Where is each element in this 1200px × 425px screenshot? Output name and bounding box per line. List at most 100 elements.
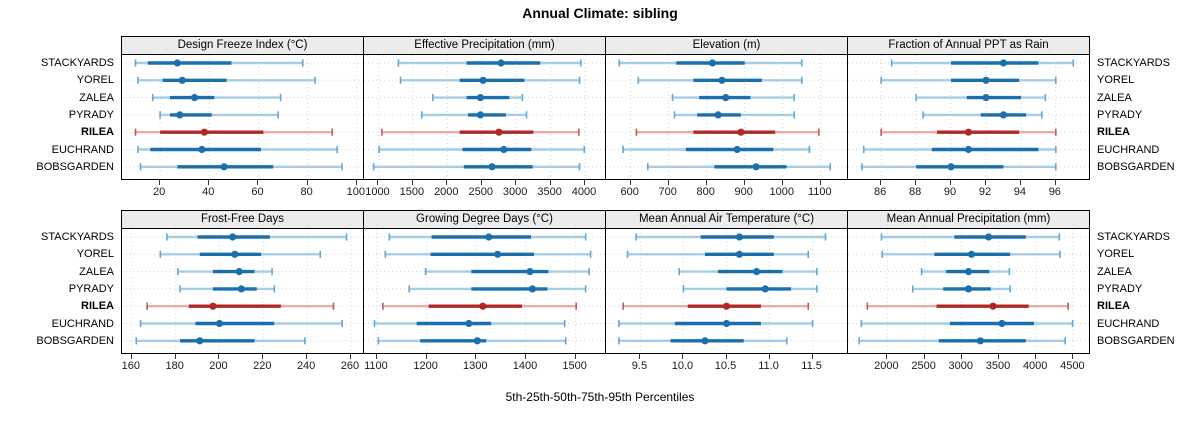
percentile-row-yorel [637, 76, 803, 84]
tick-mark [159, 180, 161, 185]
tick-mark [629, 180, 631, 185]
tick-label: 40 [202, 186, 215, 198]
median-dot [722, 94, 730, 102]
percentile-row-euchrand [139, 319, 343, 328]
percentile-row-pyrady [179, 285, 276, 293]
median-dot [964, 268, 973, 276]
median-dot [209, 302, 217, 310]
tick-label: 4000 [571, 186, 597, 198]
median-dot [735, 250, 744, 258]
median-dot [476, 94, 484, 102]
percentile-row-pyrady [911, 285, 1011, 293]
panel-fraction-ppt-as-rain: Fraction of Annual PPT as Rain 86 88 90 92 9… [847, 36, 1090, 199]
tick-label: 9.5 [631, 360, 648, 372]
percentile-row-stackyards [618, 59, 803, 67]
percentile-row-euchrand [378, 145, 586, 154]
median-dot [473, 337, 481, 345]
panel-plot [363, 229, 606, 354]
tick-mark [208, 180, 210, 185]
tick-label: 86 [874, 186, 887, 198]
tick-mark [950, 180, 952, 185]
tick-label: 1300 [463, 360, 488, 372]
tick-label: 88 [908, 186, 922, 198]
axis-tick-labels: 160 180 200 220 240 260 [121, 359, 364, 373]
percentile-row-yorel [880, 76, 1057, 84]
median-dot [761, 285, 769, 293]
percentile-row-zalea [678, 268, 818, 276]
percentile-row-stackyards [635, 233, 827, 241]
tick-label: 11.0 [758, 360, 779, 372]
median-dot [967, 250, 976, 258]
tick-mark [549, 180, 551, 185]
tick-label: 800 [696, 186, 715, 198]
tick-label: 2500 [911, 360, 936, 372]
percentile-row-zalea [920, 268, 1011, 276]
panel-canvas [122, 229, 363, 352]
median-dot [733, 145, 741, 154]
tick-mark [257, 180, 259, 185]
median-dot [235, 268, 243, 276]
tick-mark [743, 180, 745, 185]
panel-header: Design Freeze Index (°C) [121, 36, 364, 55]
median-dot [190, 94, 199, 102]
median-dot [485, 233, 493, 241]
axis-tick-labels: 20 40 60 80 100 [121, 185, 365, 199]
tick-label: 90 [943, 186, 957, 198]
tick-mark [475, 354, 477, 359]
tick-label: 2000 [434, 186, 459, 198]
panel-header: Effective Precipitation (mm) [363, 36, 606, 55]
chart-title: Annual Climate: sibling [522, 5, 678, 21]
panel-design-freeze-index: Design Freeze Index (°C) 20 40 60 80 100 [121, 36, 365, 199]
axis-tick-labels: 600 700 800 900 1000 1100 [605, 185, 848, 199]
median-dot [947, 163, 955, 171]
tick-label: 96 [1048, 186, 1061, 198]
percentile-row-stackyards [397, 59, 582, 67]
tick-mark [923, 354, 925, 359]
tick-mark [584, 180, 586, 185]
panel-canvas [364, 229, 605, 352]
panel-plot [605, 229, 848, 354]
tick-mark [960, 354, 962, 359]
tick-mark [218, 354, 220, 359]
percentile-row-pyrady [408, 285, 587, 293]
percentile-row-zalea [151, 94, 282, 102]
tick-mark [1019, 180, 1021, 185]
percentile-row-yorel [384, 250, 592, 258]
percentile-row-pyrady [159, 111, 279, 119]
median-dot [982, 76, 990, 84]
percentile-row-yorel [159, 250, 322, 258]
median-dot [718, 76, 726, 84]
tick-mark [705, 180, 707, 185]
tick-label: 3500 [985, 360, 1011, 372]
axis-tick-marks [847, 354, 1090, 359]
tick-mark [411, 180, 413, 185]
tick-label: 94 [1013, 186, 1027, 198]
axis-tick-labels: 2000 2500 3000 3500 4000 4500 [847, 359, 1090, 373]
tick-label: 1500 [562, 360, 587, 372]
site-label-pyrady: PYRADY [1097, 282, 1143, 295]
median-dot [964, 285, 973, 293]
tick-mark [446, 180, 448, 185]
axis-tick-marks [121, 354, 364, 359]
percentile-row-yorel [626, 250, 810, 258]
tick-label: 220 [253, 360, 272, 372]
site-label-bobsgarden: BOBSGARDEN [36, 160, 114, 173]
tick-mark [819, 180, 821, 185]
tick-mark [984, 180, 986, 185]
tick-label: 1100 [364, 360, 388, 372]
median-dot [198, 145, 206, 154]
percentile-row-zalea [915, 94, 1047, 102]
tick-label: 700 [658, 186, 677, 198]
tick-label: 3500 [537, 186, 562, 198]
median-dot [999, 111, 1008, 119]
percentile-row-zalea [432, 94, 524, 102]
tick-label: 20 [152, 186, 166, 198]
tick-mark [811, 354, 813, 359]
percentile-row-rilea [622, 302, 810, 310]
percentile-row-bobsgarden [647, 163, 832, 171]
percentile-row-bobsgarden [372, 163, 581, 171]
tick-label: 180 [165, 360, 184, 372]
percentile-row-euchrand [862, 145, 1057, 154]
median-dot [964, 145, 973, 154]
site-label-pyrady: PYRADY [68, 282, 114, 295]
